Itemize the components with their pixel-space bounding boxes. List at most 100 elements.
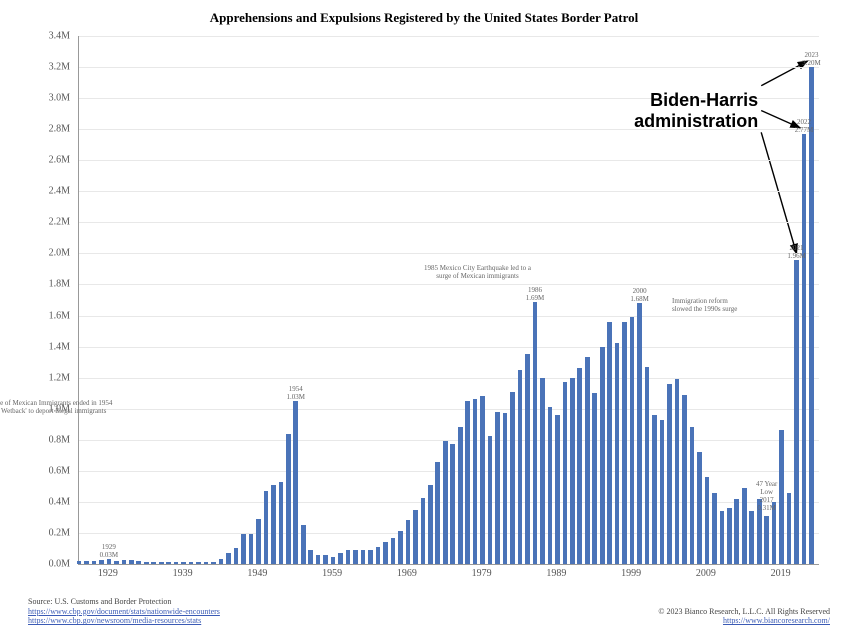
- bar: [361, 550, 366, 564]
- y-axis-label: 3.4M: [0, 31, 70, 42]
- bar: [391, 538, 396, 564]
- gridline: [79, 471, 819, 472]
- bar: [660, 420, 665, 564]
- y-axis-label: 0.8M: [0, 434, 70, 445]
- biden-harris-callout: Biden-Harrisadministration: [598, 90, 758, 131]
- bar: [690, 427, 695, 564]
- bar: [802, 134, 807, 564]
- bar: [458, 427, 463, 564]
- bar: [174, 562, 179, 564]
- bar: [144, 562, 149, 564]
- gridline: [79, 67, 819, 68]
- bar: [92, 561, 97, 564]
- bar: [465, 401, 470, 564]
- y-axis-label: 1.4M: [0, 341, 70, 352]
- gridline: [79, 253, 819, 254]
- gridline: [79, 409, 819, 410]
- bar: [107, 559, 112, 564]
- y-axis-label: 3.2M: [0, 62, 70, 73]
- gridline: [79, 36, 819, 37]
- gridline: [79, 160, 819, 161]
- gridline: [79, 378, 819, 379]
- bar: [607, 322, 612, 564]
- y-axis-label: 3.0M: [0, 93, 70, 104]
- bar: [211, 562, 216, 564]
- x-axis-label: 1939: [173, 568, 193, 579]
- bar: [264, 491, 269, 564]
- bar: [555, 415, 560, 564]
- y-axis-label: 2.0M: [0, 248, 70, 259]
- ann-2023: 20233.20M: [802, 51, 820, 67]
- bar: [667, 384, 672, 564]
- copyright-footer: © 2023 Bianco Research, L.L.C. All Right…: [658, 607, 830, 626]
- bar: [122, 560, 127, 564]
- bar: [615, 343, 620, 564]
- bar: [181, 562, 186, 564]
- bar: [473, 399, 478, 564]
- bar: [510, 392, 515, 564]
- bar: [204, 562, 209, 564]
- gridline: [79, 316, 819, 317]
- ann-1929: 19290.03M: [100, 543, 118, 559]
- bar: [353, 550, 358, 564]
- source-link-1[interactable]: https://www.cbp.gov/document/stats/natio…: [28, 607, 220, 617]
- bar: [518, 370, 523, 564]
- bar: [727, 508, 732, 564]
- y-axis-label: 2.4M: [0, 186, 70, 197]
- gridline: [79, 222, 819, 223]
- bar: [533, 302, 538, 564]
- bar: [301, 525, 306, 564]
- bar: [585, 357, 590, 564]
- bar: [84, 561, 89, 564]
- x-axis-label: 2009: [696, 568, 716, 579]
- y-axis-label: 2.2M: [0, 217, 70, 228]
- bar: [480, 396, 485, 564]
- gridline: [79, 284, 819, 285]
- bar: [151, 562, 156, 564]
- bar: [622, 322, 627, 564]
- bar: [540, 378, 545, 564]
- ann-2022: 20222.77M: [795, 118, 813, 134]
- bar: [749, 511, 754, 564]
- y-axis-label: 0.2M: [0, 527, 70, 538]
- y-axis-label: 1.8M: [0, 279, 70, 290]
- y-axis-label: 1.2M: [0, 372, 70, 383]
- bar: [809, 67, 814, 564]
- bar: [705, 477, 710, 564]
- y-axis-label: 2.8M: [0, 124, 70, 135]
- bar: [226, 553, 231, 564]
- bar: [331, 557, 336, 564]
- x-axis-label: 1949: [247, 568, 267, 579]
- x-axis-label: 1959: [322, 568, 342, 579]
- bar: [219, 559, 224, 564]
- y-axis-label: 1.6M: [0, 310, 70, 321]
- bar: [234, 548, 239, 564]
- y-axis-label: 0.4M: [0, 496, 70, 507]
- bar: [241, 534, 246, 564]
- bar: [129, 560, 134, 564]
- bar: [159, 562, 164, 564]
- ann-1954: 19541.03M: [287, 385, 305, 401]
- bar: [495, 412, 500, 564]
- ann-reform: Immigration reformslowed the 1990s surge: [672, 297, 782, 313]
- ann-2000: 20001.68M: [630, 287, 648, 303]
- source-link-2[interactable]: https://www.cbp.gov/newsroom/media-resou…: [28, 616, 220, 626]
- bar: [77, 561, 82, 564]
- bar: [279, 482, 284, 564]
- gridline: [79, 191, 819, 192]
- x-axis-label: 1999: [621, 568, 641, 579]
- bar: [600, 347, 605, 564]
- bar: [435, 462, 440, 564]
- bar: [682, 395, 687, 564]
- y-axis-label: 0.0M: [0, 559, 70, 570]
- bar: [428, 485, 433, 564]
- bar: [308, 550, 313, 564]
- bar: [525, 354, 530, 564]
- bar: [563, 382, 568, 564]
- bar: [346, 550, 351, 564]
- bar: [592, 393, 597, 564]
- bar: [570, 378, 575, 564]
- bar: [398, 531, 403, 564]
- bar: [720, 511, 725, 564]
- copyright-link[interactable]: https://www.biancoresearch.com/: [723, 616, 830, 625]
